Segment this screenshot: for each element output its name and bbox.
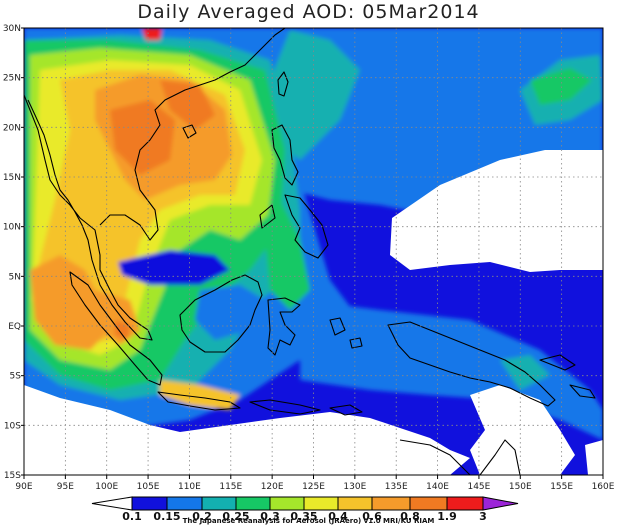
colorbar-label: 0.35 — [290, 510, 317, 523]
y-tick-label: 15N — [3, 173, 21, 183]
aod-region-below-min-pacific — [390, 150, 603, 272]
colorbar-swatch — [235, 496, 271, 511]
coastline-java — [157, 391, 241, 411]
aod-region-below-min-far-southeast — [585, 440, 603, 475]
y-tick-label: 10N — [3, 223, 21, 233]
y-tick-label: 20N — [3, 123, 21, 133]
colorbar-below-triangle — [91, 496, 133, 511]
colorbar: 0.1 0.15 0.2 0.25 0.3 0.35 0.4 0.6 0.8 1.9 3 — [91, 496, 519, 523]
colorbar-swatch — [201, 496, 237, 511]
colorbar-swatch — [131, 496, 168, 511]
coastline-hainan — [182, 124, 197, 139]
coastlines — [24, 28, 596, 475]
coastline-luzon — [271, 124, 299, 186]
aod-region-gold-south — [160, 380, 240, 410]
y-tick-label: 5S — [10, 372, 22, 382]
y-tick-label: 15S — [4, 471, 21, 481]
map-title: Daily Averaged AOD: 05Mar2014 — [137, 1, 480, 23]
y-tick-label: 30N — [3, 24, 21, 34]
aod-region-below-min-south — [24, 385, 470, 475]
x-tick-label: 160E — [592, 482, 615, 492]
x-tick-label: 155E — [550, 482, 573, 492]
x-tick-label: 150E — [509, 482, 532, 492]
colorbar-label: 0.1 — [122, 510, 142, 523]
colorbar-swatch — [166, 496, 203, 511]
aod-region-low-borneo — [195, 285, 265, 340]
y-tick-label: 25N — [3, 74, 21, 84]
coastline-timor-islands — [249, 399, 363, 416]
aod-region-darkorange-core1 — [110, 100, 175, 175]
colorbar-swatch — [303, 496, 339, 511]
x-tick-label: 125E — [302, 482, 325, 492]
grid-lines — [24, 28, 603, 475]
y-tick-label: EQ — [8, 322, 21, 332]
colorbar-label: 0.6 — [362, 510, 382, 523]
coastline-borneo — [179, 274, 263, 353]
credit-text: The Japanese Reanalysis for Aerosol (JRA… — [182, 517, 435, 525]
coastline-australia — [399, 439, 521, 475]
colorbar-swatch — [269, 496, 305, 511]
x-tick-label: 135E — [385, 482, 408, 492]
aod-region-green-central — [265, 200, 310, 310]
x-tick-label: 95E — [57, 482, 74, 492]
coastline-maluku — [329, 317, 363, 349]
coastline-sulawesi — [267, 297, 301, 356]
colorbar-label: 3 — [479, 510, 487, 523]
colorbar-swatch — [446, 496, 484, 511]
x-tick-label: 105E — [137, 482, 160, 492]
colorbar-label: 0.3 — [260, 510, 280, 523]
colorbar-label: 0.15 — [153, 510, 180, 523]
coastline-bismarck — [539, 354, 596, 399]
aod-region-darkorange-core3 — [115, 320, 130, 340]
coastline-taiwan — [277, 71, 289, 97]
colorbar-swatch — [337, 496, 373, 511]
colorbar-label: 0.8 — [400, 510, 420, 523]
aod-region-darkorange-core2 — [160, 80, 215, 130]
colorbar-label: 0.25 — [222, 510, 249, 523]
coastline-mainland — [24, 28, 286, 341]
x-tick-label: 120E — [261, 482, 284, 492]
colorbar-label: 0.4 — [328, 510, 348, 523]
y-tick-label: 10S — [4, 421, 21, 431]
colorbar-label: 1.9 — [437, 510, 457, 523]
x-tick-label: 90E — [15, 482, 32, 492]
x-tick-label: 145E — [467, 482, 490, 492]
colorbar-above-triangle — [482, 496, 519, 511]
aod-field — [24, 28, 603, 475]
coastline-philippines-south — [259, 194, 329, 259]
x-tick-label: 140E — [426, 482, 449, 492]
aod-region-teal-central — [270, 30, 360, 160]
x-tick-label: 110E — [178, 482, 201, 492]
aod-region-green-ne — [530, 68, 592, 105]
colorbar-label: 0.2 — [192, 510, 212, 523]
x-tick-label: 130E — [343, 482, 366, 492]
x-tick-label: 115E — [219, 482, 242, 492]
x-tick-label: 100E — [95, 482, 118, 492]
aod-region-red-peak — [142, 28, 162, 40]
aod-region-orange-west — [30, 255, 110, 350]
coastline-new-guinea — [387, 321, 556, 407]
coastline-sumatra — [69, 271, 163, 386]
colorbar-swatch — [409, 496, 448, 511]
axes: 90E 95E 100E 105E 110E 115E 120E 125E 130E 135E 14… — [3, 24, 615, 492]
y-tick-label: 5N — [9, 272, 21, 282]
colorbar-swatch — [371, 496, 411, 511]
